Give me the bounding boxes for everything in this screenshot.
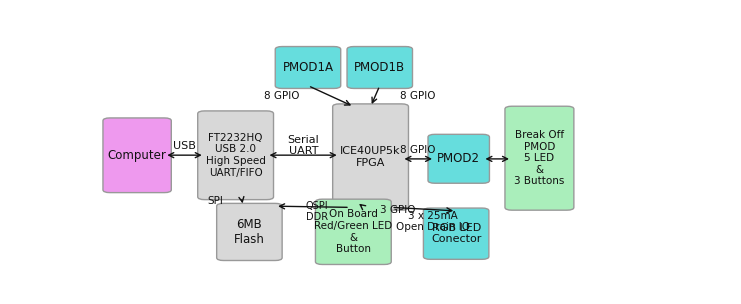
Text: USB: USB [173,141,196,151]
Text: 3 GPIO: 3 GPIO [379,205,415,215]
Text: QSPI
DDR: QSPI DDR [305,201,328,222]
Text: 8 GPIO: 8 GPIO [400,91,436,101]
FancyBboxPatch shape [428,134,490,183]
FancyBboxPatch shape [333,104,408,210]
Text: SPI: SPI [207,196,224,206]
FancyBboxPatch shape [103,118,171,193]
FancyBboxPatch shape [423,208,489,259]
Text: RGB LED
Conector: RGB LED Conector [431,223,482,244]
Text: FT2232HQ
USB 2.0
High Speed
UART/FIFO: FT2232HQ USB 2.0 High Speed UART/FIFO [206,133,265,178]
FancyBboxPatch shape [505,106,574,210]
FancyBboxPatch shape [275,47,341,88]
Text: Break Off
PMOD
5 LED
&
3 Buttons: Break Off PMOD 5 LED & 3 Buttons [514,130,565,186]
Text: PMOD1A: PMOD1A [282,61,333,74]
Text: 8 GPIO: 8 GPIO [400,144,436,154]
Text: PMOD2: PMOD2 [437,152,480,165]
Text: PMOD1B: PMOD1B [354,61,405,74]
FancyBboxPatch shape [316,199,391,264]
Text: Serial
UART: Serial UART [288,135,319,156]
FancyBboxPatch shape [198,111,273,200]
Text: 8 GPIO: 8 GPIO [264,91,299,101]
Text: On Board
Red/Green LED
&
Button: On Board Red/Green LED & Button [314,209,393,254]
Text: Computer: Computer [107,149,167,162]
Text: 6MB
Flash: 6MB Flash [234,218,265,246]
Text: 3 x 25mA
Open Drain IO: 3 x 25mA Open Drain IO [396,211,470,233]
FancyBboxPatch shape [216,203,282,261]
FancyBboxPatch shape [347,47,413,88]
Text: ICE40UP5k
FPGA: ICE40UP5k FPGA [340,146,401,168]
